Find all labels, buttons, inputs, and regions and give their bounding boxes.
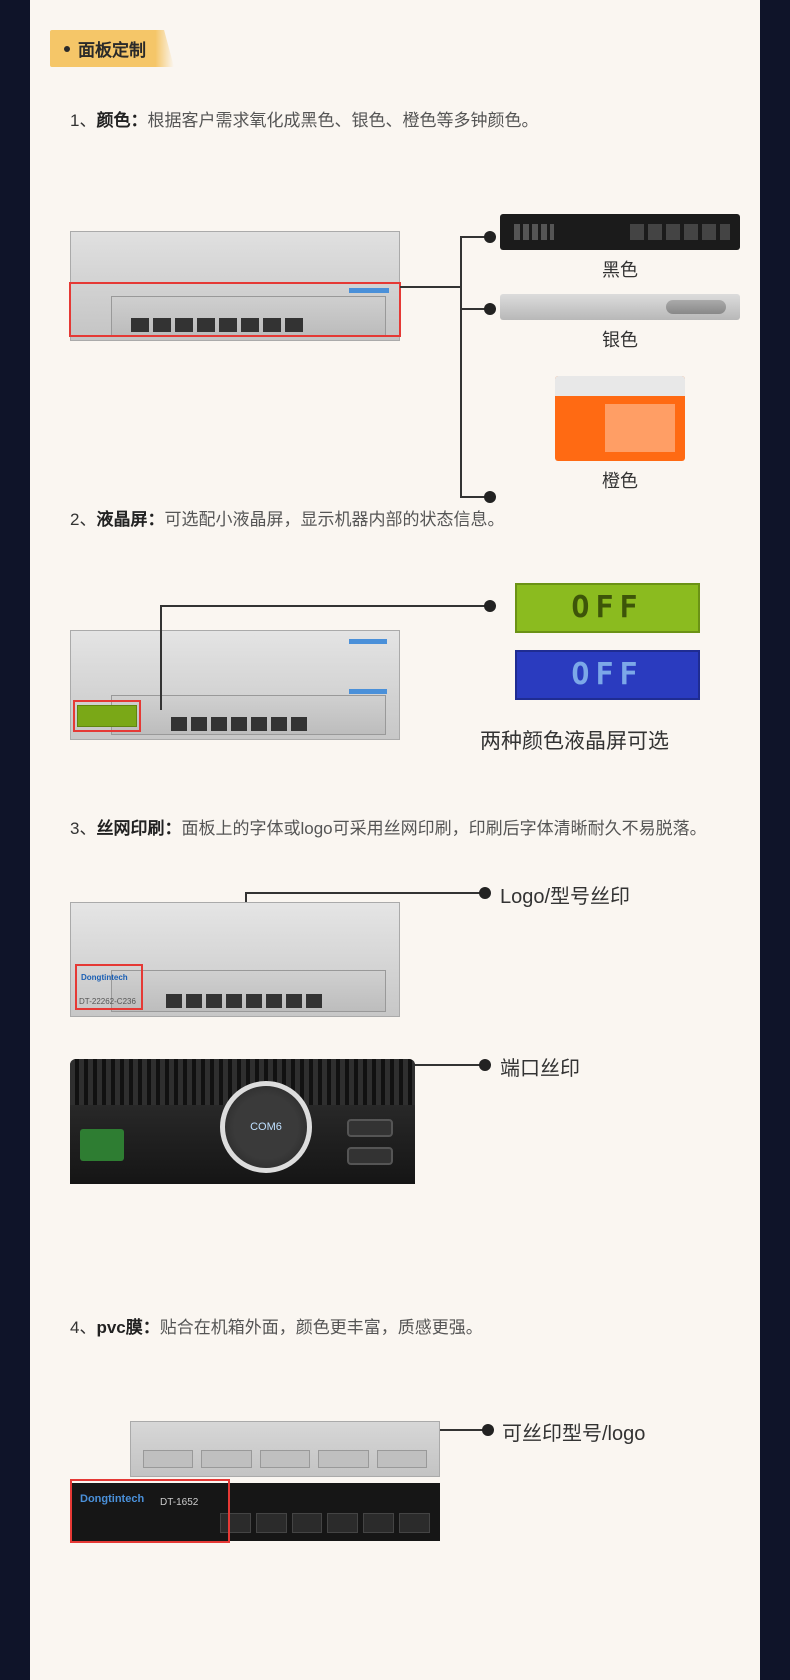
lcd-diagram: OFF OFF 两种颜色液晶屏可选: [70, 575, 720, 805]
swatch-label: 橙色: [490, 467, 750, 493]
item-index: 2、: [70, 510, 96, 529]
swatch-label: 黑色: [490, 256, 750, 282]
section-header: 面板定制: [50, 30, 174, 67]
item-index: 3、: [70, 819, 96, 838]
device-ports: [171, 717, 307, 731]
connector-line: [245, 892, 485, 894]
color-diagram: 黑色 银色 橙色: [70, 176, 720, 476]
item-desc: 可选配小液晶屏，显示机器内部的状态信息。: [164, 510, 504, 529]
silk-caption-a: Logo/型号丝印: [500, 880, 630, 909]
swatch-silver: 银色: [490, 294, 750, 352]
connector-line: [400, 286, 460, 288]
lcd-green-panel: OFF: [515, 583, 700, 633]
connector-line: [160, 605, 490, 607]
connector-line: [460, 236, 462, 496]
swatch-black-image: [500, 214, 740, 250]
serial-ports-icon: [347, 1119, 393, 1165]
highlight-box: [75, 964, 143, 1010]
main-device-image: [70, 231, 400, 341]
connector-dot-icon: [479, 887, 491, 899]
connector-line: [460, 496, 490, 498]
item-desc: 根据客户需求氧化成黑色、银色、橙色等多钟颜色。: [147, 111, 538, 130]
highlight-box: [73, 700, 141, 732]
item-desc: 贴合在机箱外面，颜色更丰富，质感更强。: [160, 1318, 483, 1337]
item-index: 4、: [70, 1318, 96, 1337]
device-ports-image: COM6: [70, 1059, 415, 1184]
lcd-blue-panel: OFF: [515, 650, 700, 700]
item-color: 1、颜色：根据客户需求氧化成黑色、银色、橙色等多钟颜色。: [70, 107, 720, 136]
silk-caption-b: 端口丝印: [500, 1052, 580, 1081]
page-content: 面板定制 1、颜色：根据客户需求氧化成黑色、银色、橙色等多钟颜色。 黑色 银色 …: [30, 0, 760, 1680]
connector-dot-icon: [479, 1059, 491, 1071]
item-label: 丝网印刷：: [96, 819, 181, 838]
item-label: 颜色：: [96, 111, 147, 130]
magnifier-icon: COM6: [220, 1081, 312, 1173]
item-lcd: 2、液晶屏：可选配小液晶屏，显示机器内部的状态信息。: [70, 506, 720, 535]
item-pvc: 4、pvc膜：贴合在机箱外面，颜色更丰富，质感更强。: [70, 1314, 720, 1343]
connector-dot-icon: [484, 600, 496, 612]
swatch-orange-image: [555, 376, 685, 461]
item-label: pvc膜：: [96, 1318, 159, 1337]
header-dot-icon: [64, 46, 70, 52]
device-image: [70, 630, 400, 740]
terminal-block-icon: [80, 1129, 124, 1161]
header-title: 面板定制: [78, 36, 146, 61]
item-label: 液晶屏：: [96, 510, 164, 529]
pvc-plate-image: [130, 1421, 440, 1477]
connector-line: [460, 308, 490, 310]
pvc-caption: 可丝印型号/logo: [502, 1417, 645, 1446]
swatch-label: 银色: [490, 326, 750, 352]
silk-diagram: Logo/型号丝印 Dongtintech DT-22262-C236 端口丝印…: [70, 884, 720, 1264]
device-silk-image: Dongtintech DT-22262-C236: [70, 902, 400, 1017]
lcd-caption: 两种颜色液晶屏可选: [480, 725, 669, 755]
swatch-black: 黑色: [490, 214, 750, 282]
device-accent: [349, 639, 387, 644]
item-index: 1、: [70, 111, 96, 130]
highlight-box: [70, 1479, 230, 1543]
bar-eth-ports: [220, 1513, 430, 1533]
item-silk: 3、丝网印刷：面板上的字体或logo可采用丝网印刷，印刷后字体清晰耐久不易脱落。: [70, 815, 720, 844]
swatch-orange: 橙色: [490, 376, 750, 493]
pvc-diagram: 可丝印型号/logo Dongtintech DT-1652: [70, 1383, 720, 1573]
item-desc: 面板上的字体或logo可采用丝网印刷，印刷后字体清晰耐久不易脱落。: [181, 819, 706, 838]
connector-line: [460, 236, 490, 238]
device-ports: [166, 994, 322, 1008]
connector-dot-icon: [482, 1424, 494, 1436]
highlight-box: [69, 282, 401, 337]
plate-slots: [143, 1450, 427, 1468]
swatch-silver-image: [500, 294, 740, 320]
device-accent: [349, 689, 387, 694]
